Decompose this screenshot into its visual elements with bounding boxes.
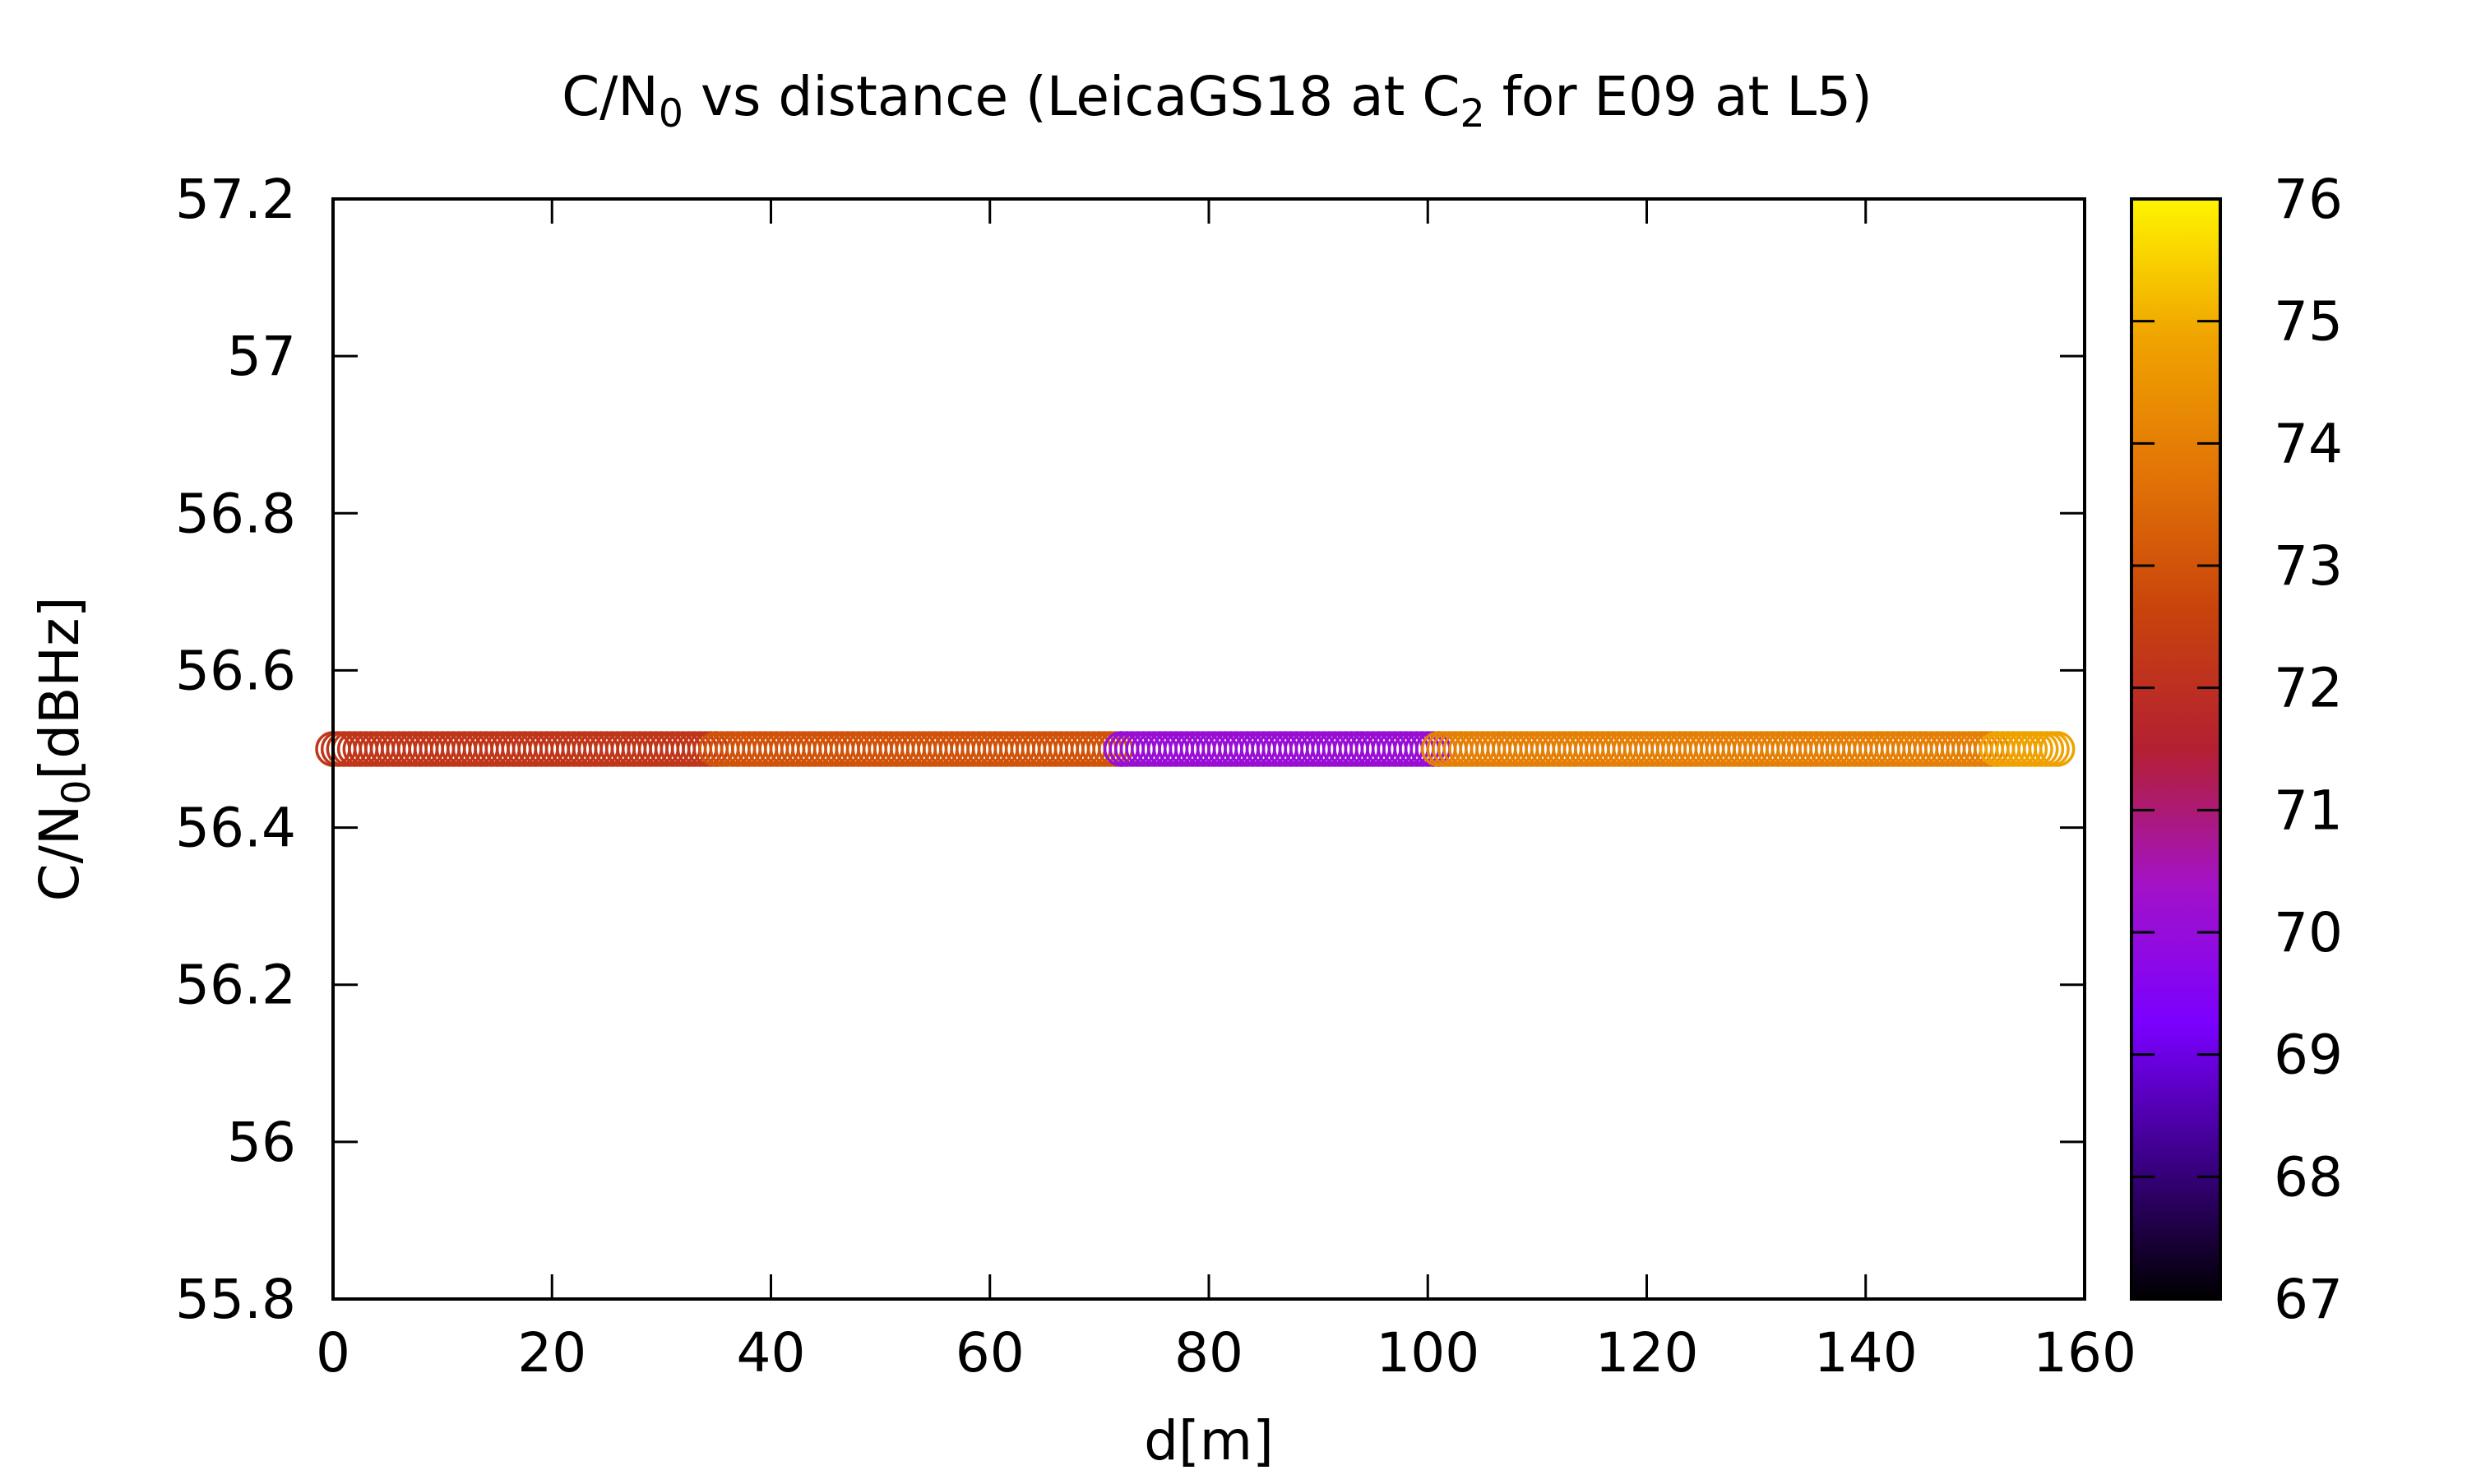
chart-title-part: 2	[1460, 91, 1484, 136]
colorbar-tick-label: 69	[2274, 1024, 2343, 1087]
y-tick-label: 57	[227, 325, 296, 388]
y-tick-label: 57.2	[175, 168, 296, 231]
colorbar-tick-label: 72	[2274, 657, 2343, 720]
colorbar-tick-label: 71	[2274, 779, 2343, 842]
x-tick-label: 120	[1595, 1321, 1699, 1385]
data-point	[2039, 731, 2076, 767]
y-tick-label: 56.4	[175, 797, 296, 860]
colorbar-tick-label: 67	[2274, 1268, 2343, 1331]
y-axis-label-part: 0	[54, 780, 100, 805]
x-tick-label: 80	[1174, 1321, 1243, 1385]
y-axis-label: C/N0[dBHz]	[28, 597, 100, 902]
y-axis-label-part: C/N	[28, 805, 91, 902]
colorbar-tick-label: 75	[2274, 290, 2343, 354]
x-tick-label: 20	[517, 1321, 586, 1385]
x-tick-label: 100	[1376, 1321, 1479, 1385]
chart-title-part: C/N	[562, 65, 659, 128]
y-tick-label: 56.8	[175, 482, 296, 545]
x-tick-label: 0	[316, 1321, 350, 1385]
y-tick-label: 55.8	[175, 1268, 296, 1331]
colorbar-tick-label: 70	[2274, 901, 2343, 964]
y-tick-label: 56	[227, 1111, 296, 1174]
colorbar-tick-label: 74	[2274, 412, 2343, 475]
colorbar-tick-label: 68	[2274, 1145, 2343, 1209]
chart-title-part: vs distance (LeicaGS18 at C	[683, 65, 1460, 128]
y-tick-label: 56.6	[175, 639, 296, 702]
colorbar-gradient	[2131, 199, 2220, 1299]
chart-title-part: for E09 at L5)	[1485, 65, 1872, 128]
x-tick-label: 140	[1814, 1321, 1918, 1385]
series-0	[315, 731, 2076, 767]
chart-title: C/N0 vs distance (LeicaGS18 at C2 for E0…	[562, 65, 1872, 136]
x-tick-label: 40	[737, 1321, 806, 1385]
y-axis-label-part: [dBHz]	[28, 597, 91, 780]
x-axis-label: d[m]	[1144, 1409, 1274, 1472]
colorbar-tick-label: 73	[2274, 534, 2343, 598]
chart-title-part: 0	[659, 91, 683, 136]
y-axis-label-group: C/N0[dBHz]	[28, 597, 100, 902]
colorbar-tick-label: 76	[2274, 168, 2343, 231]
x-tick-label: 160	[2033, 1321, 2136, 1385]
colorbar-frame	[2130, 197, 2222, 1301]
x-tick-label: 60	[956, 1321, 1025, 1385]
y-tick-label: 56.2	[175, 954, 296, 1017]
